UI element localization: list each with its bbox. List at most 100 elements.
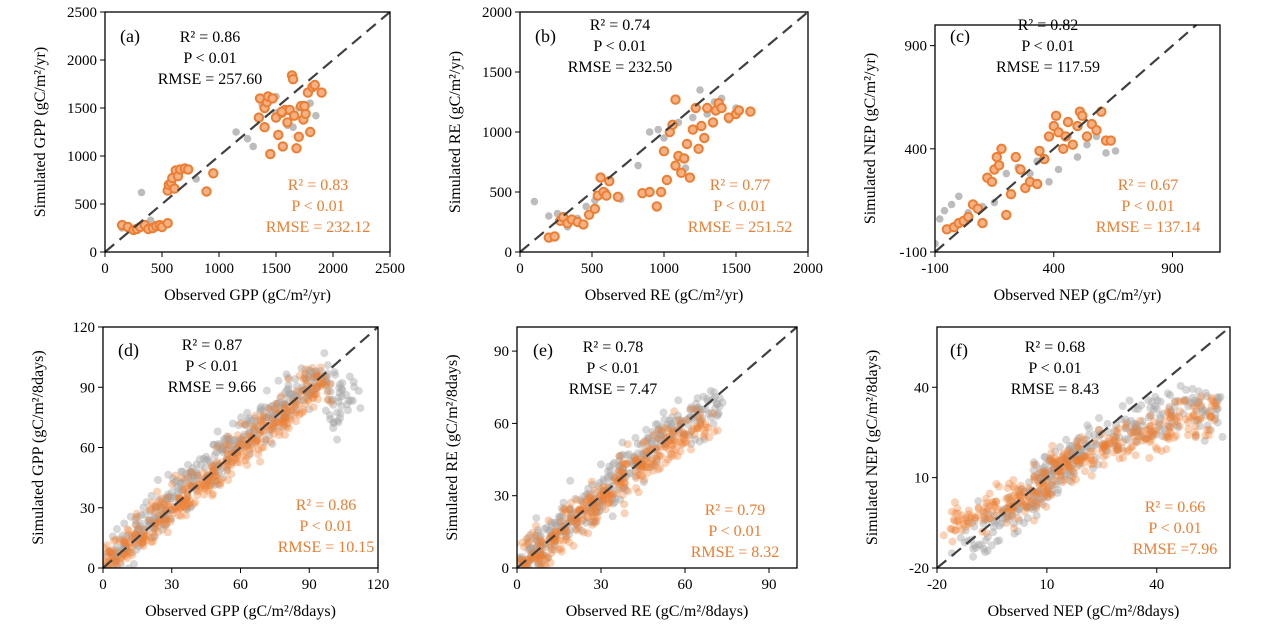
orange-point <box>598 499 606 508</box>
gray-point <box>1186 399 1194 408</box>
gray-point <box>313 383 322 392</box>
orange-point <box>965 510 974 519</box>
gray-point <box>955 192 963 201</box>
orange-point <box>1119 453 1127 462</box>
gray-point <box>1022 503 1031 512</box>
gray-point <box>1102 446 1111 455</box>
gray-point <box>983 546 992 555</box>
gray-point <box>299 386 308 395</box>
gray-point <box>168 505 177 514</box>
one-to-one-line <box>934 24 1197 253</box>
gray-point <box>970 522 979 531</box>
gray-point <box>337 385 346 393</box>
orange-point <box>312 371 321 380</box>
orange-point <box>624 487 633 496</box>
gray-point <box>1073 153 1082 161</box>
gray-point <box>224 455 233 464</box>
orange-point <box>538 538 547 547</box>
gray-point <box>112 564 121 568</box>
orange-point <box>1114 444 1123 453</box>
orange-point <box>1041 489 1049 498</box>
orange-point <box>584 529 593 538</box>
gray-point <box>137 188 146 197</box>
orange-point <box>1008 506 1017 515</box>
orange-point <box>670 160 681 171</box>
orange-point <box>1005 479 1014 488</box>
gray-point <box>1061 471 1070 480</box>
x-tick-label: 10 <box>1039 577 1054 593</box>
gray-point <box>108 551 117 560</box>
y-tick-label: 900 <box>905 39 928 55</box>
gray-point <box>998 507 1007 516</box>
gray-point <box>1167 422 1175 431</box>
orange-point <box>139 538 147 547</box>
gray-point <box>120 519 129 528</box>
gray-point <box>1041 468 1050 477</box>
gray-point <box>1073 436 1082 445</box>
orange-point <box>514 569 522 577</box>
orange-point <box>153 487 162 496</box>
gray-point <box>164 490 173 499</box>
gray-point <box>139 524 148 533</box>
gray-point <box>243 134 252 143</box>
orange-point <box>985 489 994 498</box>
gray-point <box>1145 413 1154 422</box>
orange-point <box>1175 413 1184 422</box>
gray-point <box>545 212 553 220</box>
gray-point <box>542 523 551 532</box>
gray-point <box>1123 436 1132 444</box>
gray-point <box>305 391 314 400</box>
gray-point <box>534 537 543 546</box>
gray-point <box>151 502 160 511</box>
gray-point <box>551 521 560 529</box>
orange-point <box>1099 460 1108 469</box>
orange-point <box>1029 499 1038 508</box>
gray-point <box>1013 507 1021 516</box>
gray-point <box>540 524 549 533</box>
gray-point <box>644 442 653 451</box>
orange-point <box>108 553 116 562</box>
gray-point <box>1054 165 1063 174</box>
orange-point <box>134 538 143 547</box>
gray-point <box>1081 447 1090 456</box>
orange-point <box>227 469 236 478</box>
orange-point <box>946 524 955 533</box>
orange-point <box>253 437 262 445</box>
orange-point <box>951 526 959 535</box>
orange-point <box>1044 483 1053 492</box>
gray-point <box>280 411 289 420</box>
gray-point <box>581 518 590 527</box>
orange-point <box>149 528 158 537</box>
gray-point <box>330 368 339 377</box>
x-tick-label: 400 <box>1043 261 1066 277</box>
gray-point <box>121 541 130 550</box>
orange-point <box>1100 442 1108 451</box>
orange-point <box>1047 491 1056 499</box>
gray-point <box>161 495 170 504</box>
orange-point <box>974 511 983 520</box>
gray-point <box>619 465 628 474</box>
gray-point <box>1104 428 1113 437</box>
gray-point <box>183 503 192 512</box>
orange-point <box>151 502 160 511</box>
gray-point <box>109 573 117 581</box>
gray-point <box>1007 511 1016 520</box>
orange-point <box>543 553 552 562</box>
gray-point <box>626 469 635 478</box>
gray-point <box>1214 393 1223 402</box>
orange-point <box>204 473 213 482</box>
gray-point <box>1083 140 1091 149</box>
gray-point <box>220 437 229 446</box>
orange-point <box>1099 443 1107 451</box>
gray-point <box>337 392 346 401</box>
orange-point <box>253 422 262 431</box>
orange-point <box>699 132 710 144</box>
gray-point <box>598 502 607 511</box>
orange-point <box>939 531 948 540</box>
orange-point <box>647 460 656 469</box>
orange-point <box>295 410 304 419</box>
gray-point <box>984 510 993 519</box>
orange-point <box>971 513 980 522</box>
orange-point <box>187 468 196 477</box>
orange-point <box>1145 422 1154 430</box>
